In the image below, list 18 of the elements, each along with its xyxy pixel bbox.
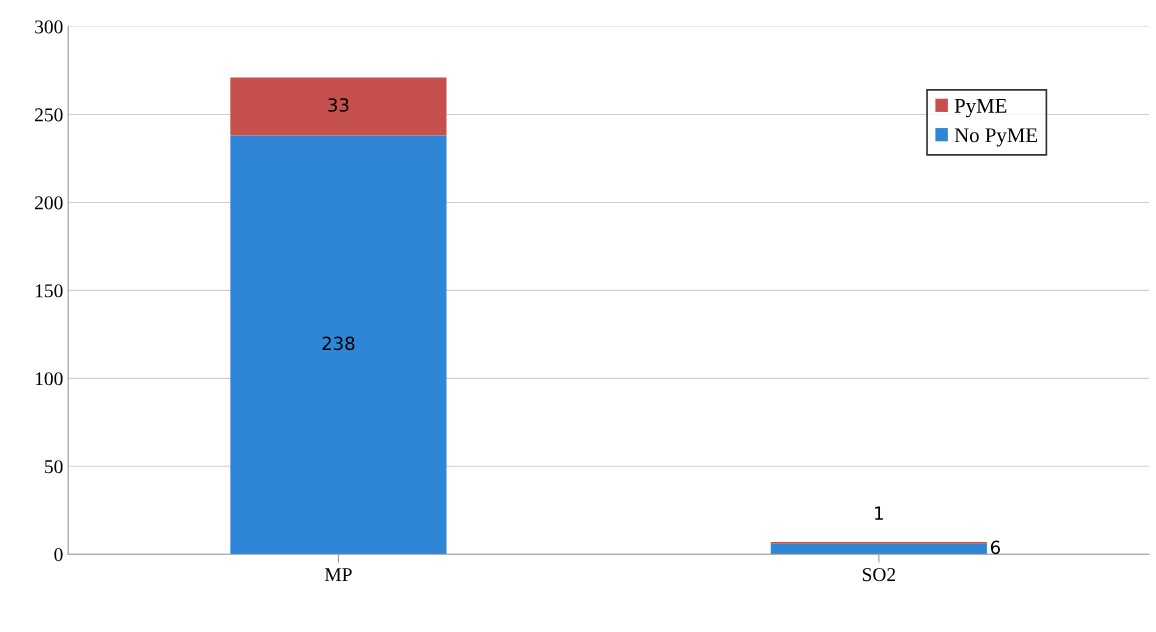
bar (770, 543, 987, 555)
legend-label: PyME (954, 99, 1007, 118)
data-label: 6 (990, 540, 1000, 555)
bar (230, 135, 447, 555)
data-label: 1 (875, 506, 883, 520)
y-tick-label: 200 (35, 196, 63, 210)
x-tick-label: MP (324, 568, 352, 581)
data-label: 238 (322, 336, 355, 351)
data-label: 33 (328, 98, 349, 112)
y-tick-label: 300 (35, 20, 63, 34)
bar (230, 77, 447, 136)
y-tick-label: 250 (35, 108, 63, 122)
x-tick-label: SO2 (862, 568, 896, 582)
legend-label: No PyME (954, 128, 1038, 147)
y-tick-label: 50 (45, 460, 63, 474)
y-tick-label: 100 (35, 372, 63, 386)
y-tick-label: 0 (54, 548, 63, 562)
y-tick-label: 150 (35, 284, 63, 298)
